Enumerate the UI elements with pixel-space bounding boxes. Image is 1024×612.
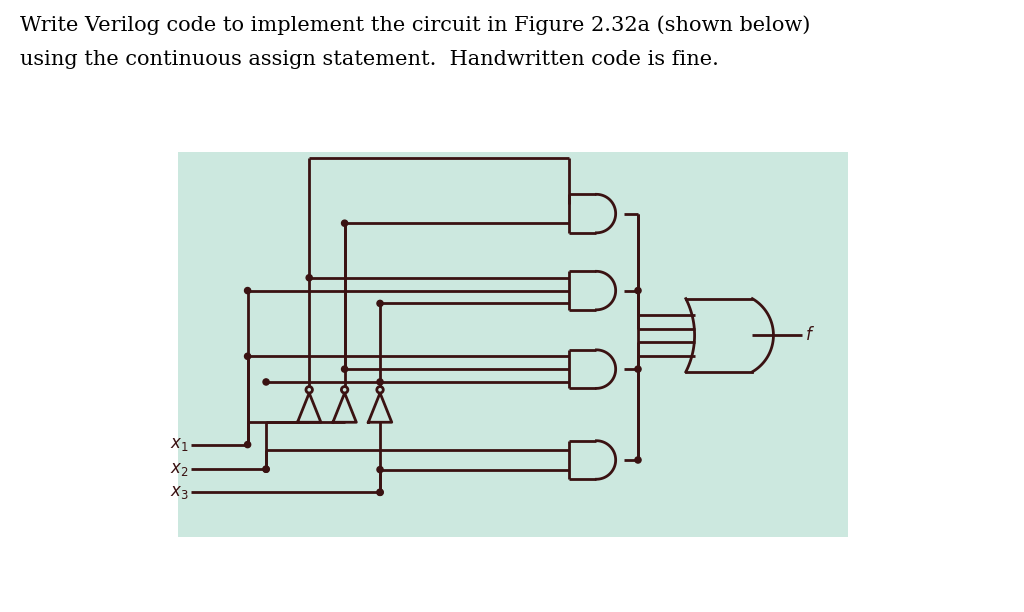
Circle shape <box>306 275 312 281</box>
Text: $f$: $f$ <box>806 326 815 344</box>
Text: $x_3$: $x_3$ <box>170 484 188 501</box>
Text: $x_1$: $x_1$ <box>170 436 188 453</box>
Circle shape <box>635 457 641 463</box>
Circle shape <box>377 387 383 393</box>
Circle shape <box>306 387 312 393</box>
Circle shape <box>263 466 269 472</box>
Circle shape <box>377 489 383 495</box>
Circle shape <box>245 288 251 294</box>
Circle shape <box>342 220 348 226</box>
Circle shape <box>635 288 641 294</box>
Circle shape <box>635 366 641 372</box>
Circle shape <box>377 466 383 472</box>
Text: Write Verilog code to implement the circuit in Figure 2.32a (shown below): Write Verilog code to implement the circ… <box>20 15 811 35</box>
Circle shape <box>263 466 269 472</box>
Circle shape <box>377 489 383 495</box>
Circle shape <box>377 300 383 307</box>
Circle shape <box>263 379 269 385</box>
Circle shape <box>245 441 251 447</box>
Circle shape <box>342 366 348 372</box>
Text: $x_2$: $x_2$ <box>170 461 188 478</box>
Bar <box>178 152 848 537</box>
Circle shape <box>245 353 251 359</box>
Circle shape <box>341 387 348 393</box>
Text: using the continuous assign statement.  Handwritten code is fine.: using the continuous assign statement. H… <box>20 50 719 69</box>
Circle shape <box>377 379 383 385</box>
